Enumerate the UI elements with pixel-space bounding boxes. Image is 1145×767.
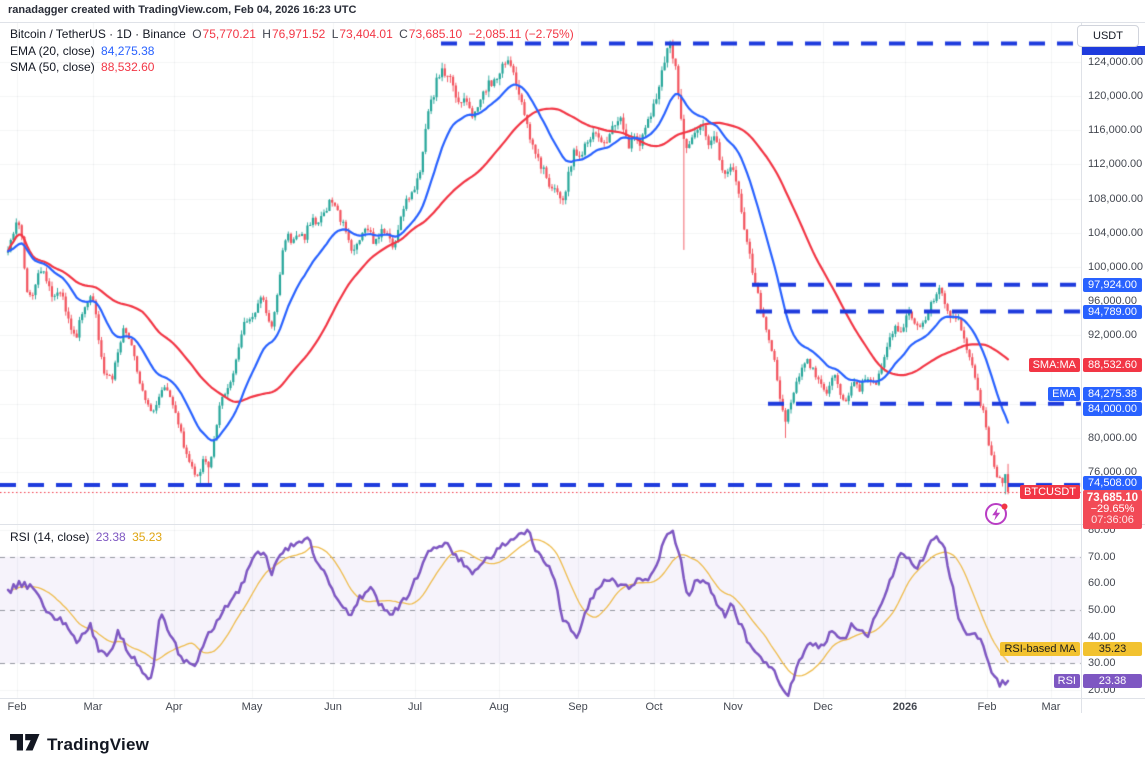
- time-axis-label: Nov: [723, 701, 743, 713]
- price-tick-label: 108,000.00: [1088, 192, 1144, 205]
- time-axis-label: Feb: [7, 701, 27, 713]
- price-tick-label: 96,000.00: [1088, 295, 1137, 308]
- rsi-value: 23.38: [95, 530, 126, 544]
- rsi-ma-axis-badge[interactable]: 35.23: [1083, 642, 1142, 657]
- time-axis-label: Jul: [407, 701, 423, 713]
- ema-value: 84,275.38: [101, 44, 155, 58]
- hidden-level-badge[interactable]: [1082, 46, 1145, 55]
- time-axis-label: Oct: [645, 701, 663, 713]
- ema-legend-row[interactable]: EMA (20, close) 84,275.38: [10, 44, 157, 58]
- time-axis-label: Apr: [165, 701, 183, 713]
- level-price-badge[interactable]: 94,789.00: [1083, 304, 1142, 319]
- sma-label: SMA (50, close): [10, 60, 95, 74]
- time-axis-label: Mar: [83, 701, 103, 713]
- rsi-tick-label: 30.00: [1088, 657, 1116, 670]
- time-axis-label: Feb: [977, 701, 997, 713]
- time-axis-label: 2026: [892, 701, 918, 713]
- rsi-tick-label: 70.00: [1088, 550, 1116, 563]
- rsi-tick-label: 60.00: [1088, 577, 1116, 590]
- time-axis-label: May: [241, 701, 263, 713]
- low-label: L: [331, 27, 339, 41]
- time-axis-border: [0, 698, 1145, 699]
- last-price-axis-badge[interactable]: 73,685.10 −29.65% 07:36:06: [1083, 489, 1142, 529]
- high-value: 76,971.52: [271, 27, 326, 41]
- open-value: 75,770.21: [202, 27, 256, 41]
- price-tick-label: 92,000.00: [1088, 329, 1137, 342]
- price-tick-label: 120,000.00: [1088, 90, 1144, 103]
- time-axis-label: Jun: [324, 701, 342, 713]
- rsi-legend-row[interactable]: RSI (14, close) 23.38 35.23: [10, 530, 165, 544]
- tradingview-logo-icon: [10, 733, 40, 757]
- rsi-tick-label: 40.00: [1088, 630, 1116, 643]
- symbol-title[interactable]: Bitcoin / TetherUS · 1D · Binance: [10, 27, 186, 41]
- pane-separator[interactable]: [0, 524, 1145, 525]
- price-tick-label: 104,000.00: [1088, 226, 1144, 239]
- close-label: C: [399, 27, 408, 41]
- price-tick-label: 80,000.00: [1088, 431, 1137, 444]
- sma-axis-badge[interactable]: 88,532.60: [1083, 358, 1142, 372]
- rsi-ma-value: 35.23: [132, 530, 163, 544]
- currency-toggle-button[interactable]: USDT: [1077, 25, 1139, 47]
- flash-events-icon[interactable]: [983, 500, 1011, 533]
- level-price-badge[interactable]: 74,508.00: [1083, 476, 1142, 491]
- symbol-price-tag: BTCUSDT: [1020, 484, 1080, 499]
- level-price-badge[interactable]: 97,924.00: [1083, 277, 1142, 292]
- time-axis-label: Aug: [489, 701, 509, 713]
- top-border: [0, 22, 1145, 23]
- price-tick-label: 116,000.00: [1088, 124, 1143, 137]
- ema-axis-badge[interactable]: 84,275.38: [1083, 387, 1142, 402]
- open-label: O: [192, 27, 202, 41]
- rsi-axis-badge[interactable]: 23.38: [1083, 673, 1142, 688]
- time-axis-label: Mar: [1041, 701, 1061, 713]
- sma-value: 88,532.60: [101, 60, 155, 74]
- chart-canvas[interactable]: [0, 22, 1082, 713]
- high-label: H: [262, 27, 271, 41]
- low-value: 73,404.01: [339, 27, 393, 41]
- bar-countdown: 07:36:06: [1091, 514, 1134, 527]
- rsi-ma-plot-tag: RSI-based MA: [1000, 642, 1080, 657]
- tradingview-logo-text: TradingView: [47, 735, 150, 754]
- rsi-label: RSI (14, close): [10, 530, 90, 544]
- price-tick-label: 100,000.00: [1088, 261, 1144, 273]
- price-axis-border: [1081, 22, 1082, 713]
- change-value: −2,085.11 (−2.75%): [468, 27, 574, 41]
- time-axis-label: Dec: [813, 701, 833, 713]
- price-tick-label: 124,000.00: [1088, 55, 1144, 68]
- ema-plot-tag: EMA: [1048, 387, 1080, 402]
- rsi-tick-label: 50.00: [1088, 604, 1116, 616]
- sma-legend-row[interactable]: SMA (50, close) 88,532.60: [10, 60, 157, 74]
- attribution-text: ranadagger created with TradingView.com,…: [8, 4, 357, 16]
- time-axis-label: Sep: [568, 701, 588, 713]
- close-value: 73,685.10: [408, 27, 463, 41]
- price-tick-label: 76,000.00: [1088, 466, 1137, 479]
- ema-label: EMA (20, close): [10, 44, 95, 58]
- last-price-value: 73,685.10: [1086, 491, 1139, 504]
- symbol-legend-row[interactable]: Bitcoin / TetherUS · 1D · Binance O75,77…: [10, 27, 577, 41]
- rsi-plot-tag: RSI: [1053, 673, 1080, 688]
- sma-plot-tag: SMA:MA: [1028, 358, 1080, 372]
- price-tick-label: 112,000.00: [1088, 158, 1143, 171]
- level-price-badge[interactable]: 84,000.00: [1083, 402, 1142, 417]
- price-change-percent: −29.65%: [1090, 502, 1135, 515]
- tradingview-logo[interactable]: TradingView: [10, 733, 149, 757]
